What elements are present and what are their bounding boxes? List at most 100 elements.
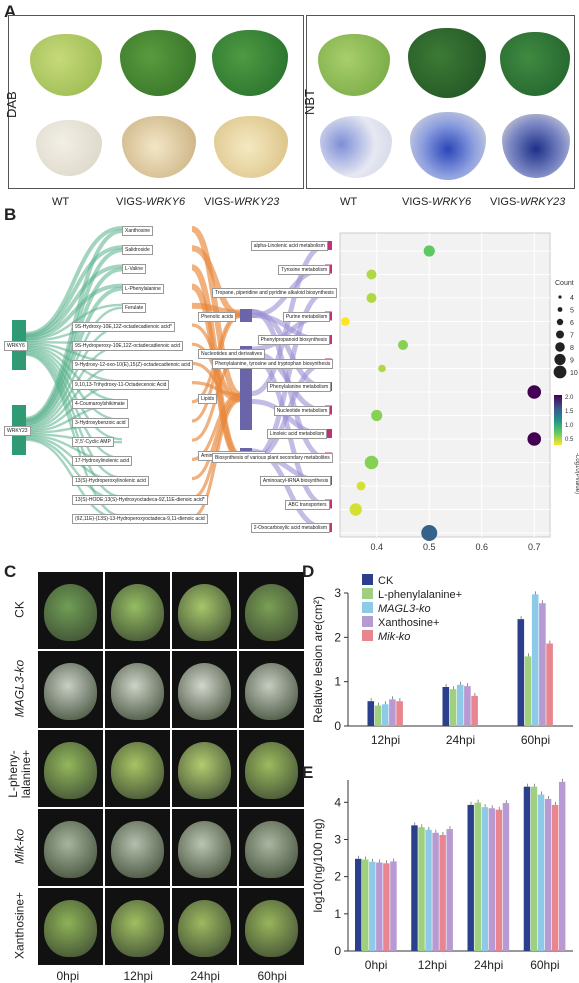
- legend-count-dot: [556, 318, 564, 326]
- sankey-node-class: [240, 309, 252, 322]
- bar: [383, 863, 390, 951]
- legend-count-dot: [557, 307, 563, 312]
- plant-leaf: [245, 900, 298, 957]
- y-tick-label: 4: [334, 795, 341, 809]
- bar: [464, 686, 471, 726]
- bar: [432, 832, 439, 951]
- dotplot-point: [421, 525, 438, 541]
- sankey-link-source-metabolite: [25, 245, 123, 338]
- dotplot-point: [340, 317, 350, 326]
- bar: [551, 804, 559, 951]
- plant-photo: [239, 730, 304, 807]
- bar: [374, 705, 382, 726]
- legend-count-value: 9: [570, 358, 574, 365]
- panel-c-col-label: 0hpi: [56, 969, 80, 983]
- plant-leaf: [44, 821, 97, 878]
- legend-label: MAGL3-ko: [378, 603, 431, 615]
- x-tick-label: 12hpi: [371, 733, 400, 747]
- dotplot-point: [356, 481, 366, 491]
- sankey-metabolite-label: Ferulate: [122, 302, 147, 313]
- sankey-metabolite-label: 3-Hydroxybenzoic acid: [72, 418, 129, 428]
- sankey-pathway-label: 2-Oxocarboxylic acid metabolism: [250, 523, 331, 533]
- leaf-wrky23-dab-front: [212, 30, 288, 96]
- sankey-pathway-label: Nucleotide metabolism: [273, 405, 331, 416]
- sankey-metabolite-label: 13(S)-Hydroperoxylinolenic acid: [72, 475, 149, 486]
- bar: [517, 619, 525, 726]
- bar: [446, 829, 453, 951]
- sankey-pathway-label: Purine metabolism: [282, 311, 331, 322]
- sankey-pathway-label: alpha-Linolenic acid metabolism: [250, 241, 328, 251]
- legend-swatch: [362, 574, 373, 585]
- sankey-pathway-label: Phenylpropanoid biosynthesis: [257, 335, 331, 345]
- bar: [481, 807, 489, 951]
- bar: [449, 689, 457, 726]
- legend-color-value: 1.5: [565, 409, 574, 415]
- bar: [467, 804, 474, 951]
- dotplot-x-tick: 0.6: [475, 542, 488, 552]
- legend-count-value: 5: [570, 308, 574, 315]
- caption-wrky23-nbt: VIGS-WRKY23: [490, 196, 566, 208]
- panel-c-col-label: 60hpi: [257, 969, 287, 983]
- legend-swatch: [362, 588, 373, 599]
- leaf-wt-dab-front: [30, 34, 102, 96]
- sankey-link-source-metabolite: [25, 264, 123, 339]
- sankey-pathway-label: Phenylalanine, tyrosine and tryptophan b…: [212, 358, 334, 369]
- legend-color-value: 0.5: [565, 437, 574, 443]
- dotplot-point: [366, 269, 377, 280]
- chart-e-log10: 0 1 2 3 4 log10(ng/100 mg) 0hpi 12hpi 24hpi 60hpi: [311, 778, 573, 972]
- bar: [389, 699, 396, 726]
- y-tick-label: 3: [334, 586, 341, 600]
- bar: [376, 862, 383, 951]
- plant-photo: [172, 572, 237, 649]
- caption-wrky6-dab: VIGS-WRKY6: [116, 196, 186, 208]
- bar: [558, 781, 566, 951]
- y-tick-label: 0: [334, 719, 341, 733]
- plant-leaf: [245, 584, 298, 641]
- dotplot-point: [366, 293, 377, 303]
- sankey-link-source-metabolite: [25, 348, 123, 441]
- sankey-metabolite-label: 9S-Hydroxy-10E,12Z-octadecadienoic acid*: [72, 322, 175, 332]
- plant-photo: [105, 809, 170, 886]
- sankey-metabolite-label: 9S-Hydroperoxy-10E,12Z-octadecadienoic a…: [72, 341, 184, 352]
- sankey-link-source-metabolite: [25, 286, 123, 425]
- bar: [367, 701, 375, 726]
- nbt-label: NBT: [302, 89, 317, 115]
- bar: [390, 861, 397, 951]
- sankey-metabolite-label: L-Phenylalanine: [122, 283, 164, 294]
- sankey-pathway-label: Phenylalanine metabolism: [266, 382, 332, 392]
- legend-count-value: 6: [570, 320, 574, 327]
- caption-wrky6-nbt: VIGS-WRKY6: [402, 196, 472, 208]
- plant-photo: [172, 809, 237, 886]
- dab-label: DAB: [4, 91, 19, 118]
- enrichment-dot-plot: 0.4 0.5 0.6 0.7 Count 4 5 6 7 8 9 10 2.0 1.5 1.0 0.5 -Lo…: [339, 232, 579, 552]
- sankey-node-class: [240, 365, 252, 430]
- sankey-metabolite-label: 4-Coumaroylshikimate: [72, 398, 128, 409]
- plant-photo: [38, 730, 103, 807]
- y-tick-label: 0: [334, 944, 341, 958]
- plant-leaf: [178, 584, 231, 641]
- sankey-metabolite-label: Xanthosine: [122, 226, 154, 236]
- plant-photo: [239, 888, 304, 965]
- plant-photo: [172, 651, 237, 728]
- bar: [524, 656, 532, 726]
- sankey-metabolite-label: 9,10,13-Trihydroxy-11-Octadecenoic Acid: [72, 379, 170, 390]
- sankey-metabolite-label: 13(S)-HODE;13(S)-Hydroxyoctadeca-9Z,11E-…: [72, 494, 208, 505]
- chart-d-lesion-area: 0 1 2 3 Relative lesion are(cm²) 12hpi 24hpi 60…: [311, 574, 573, 747]
- plant-leaf: [44, 742, 97, 799]
- bar: [456, 684, 464, 726]
- panel-c-row-label: Xanthosine+: [12, 891, 27, 959]
- sankey-pathway-label: Aminoacyl-tRNA biosynthesis: [259, 476, 332, 486]
- sankey-source-label: WRKY6: [4, 341, 28, 351]
- legend-swatch: [362, 616, 373, 627]
- sankey-link-metabolite-class: [191, 394, 241, 481]
- leaf-wrky6-nbt-back: [410, 112, 486, 180]
- panel-c-col-label: 24hpi: [190, 969, 220, 983]
- plant-leaf: [178, 663, 231, 720]
- legend-count-value: 7: [570, 333, 574, 340]
- plant-photo: [105, 651, 170, 728]
- sankey-pathway-label: Linoleic acid metabolism: [266, 429, 328, 439]
- legend-color-title: -Log10(Pvalue): [574, 453, 579, 494]
- bar: [502, 803, 510, 951]
- x-tick-label: 24hpi: [446, 733, 475, 747]
- plant-photo: [172, 730, 237, 807]
